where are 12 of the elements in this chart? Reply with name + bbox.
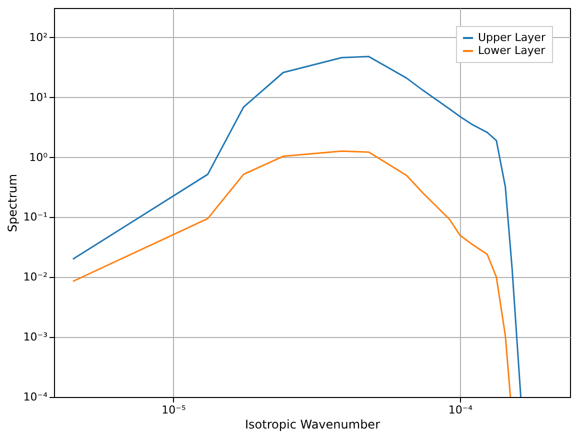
y-tick-label: 10⁻²: [23, 270, 48, 284]
y-tick-label: 10²: [29, 30, 48, 44]
legend-label: Lower Layer: [478, 44, 546, 57]
y-tick-label: 10¹: [29, 90, 48, 104]
legend-label: Upper Layer: [478, 31, 546, 44]
y-tick-label: 10⁰: [29, 150, 48, 164]
x-tick-label: 10⁻⁵: [162, 404, 186, 416]
y-axis-title: Spectrum: [5, 174, 20, 232]
x-axis-title: Isotropic Wavenumber: [245, 418, 380, 432]
y-tick-label: 10⁻⁴: [23, 390, 48, 404]
y-tick-label: 10⁻³: [23, 330, 48, 344]
y-tick-label: 10⁻¹: [23, 210, 48, 224]
